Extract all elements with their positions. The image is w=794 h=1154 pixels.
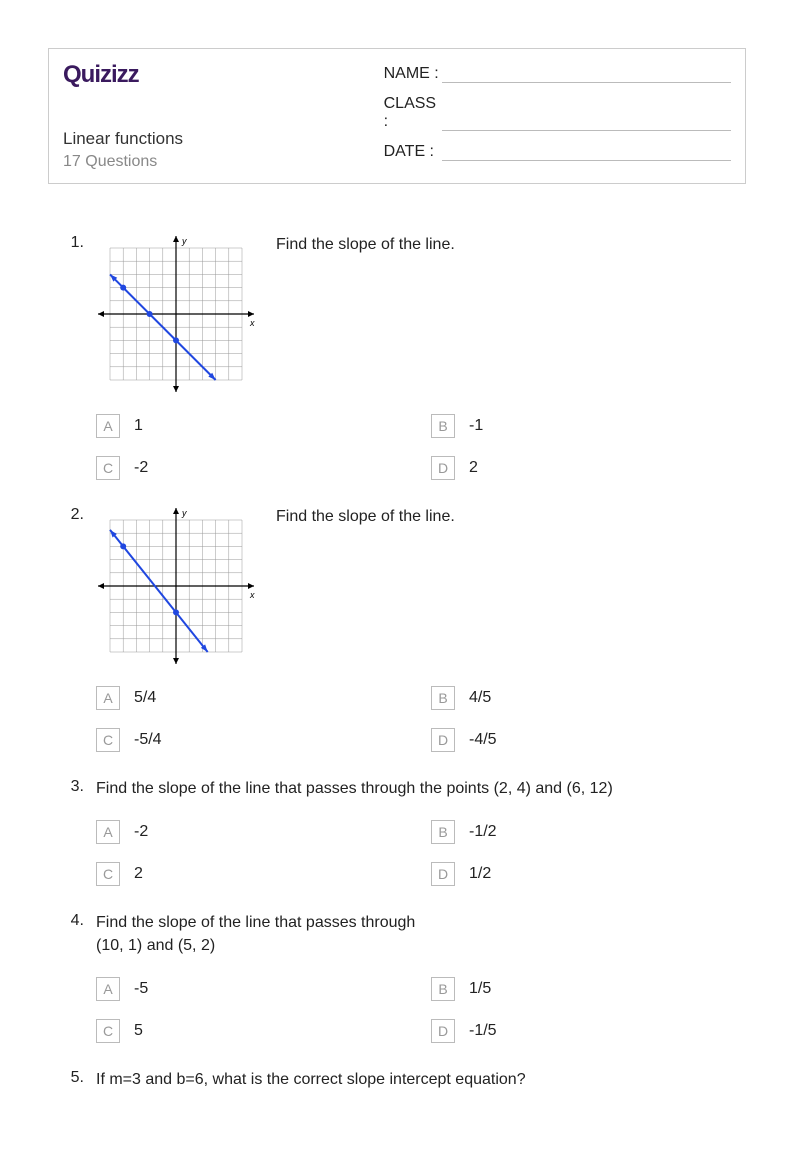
date-blank[interactable] <box>442 143 731 161</box>
option-text: -2 <box>134 823 148 841</box>
worksheet-header: Quizizz Linear functions 17 Questions NA… <box>48 48 746 184</box>
option-letter-box: B <box>431 820 455 844</box>
option-letter-box: C <box>96 728 120 752</box>
question-number: 5. <box>48 1069 96 1091</box>
option-text: -1/5 <box>469 1022 497 1040</box>
answer-option[interactable]: B -1 <box>431 414 746 438</box>
option-letter-box: A <box>96 820 120 844</box>
answer-option[interactable]: D -4/5 <box>431 728 746 752</box>
question: 4.Find the slope of the line that passes… <box>48 912 746 957</box>
question-graph: xy <box>96 234 256 394</box>
question: 5.If m=3 and b=6, what is the correct sl… <box>48 1069 746 1091</box>
question-text: If m=3 and b=6, what is the correct slop… <box>96 1069 746 1091</box>
option-letter-box: A <box>96 977 120 1001</box>
header-left: Quizizz Linear functions 17 Questions <box>63 61 384 171</box>
answer-option[interactable]: D2 <box>431 456 746 480</box>
answer-option[interactable]: B 1/5 <box>431 977 746 1001</box>
option-text: 1 <box>134 417 143 435</box>
quizizz-logo: Quizizz <box>63 61 384 89</box>
option-text: 5/4 <box>134 689 156 707</box>
answer-option[interactable]: A -5 <box>96 977 411 1001</box>
question-text: Find the slope of the line. <box>276 234 455 394</box>
answer-option[interactable]: C5 <box>96 1019 411 1043</box>
option-text: -5 <box>134 980 148 998</box>
question-number: 1. <box>48 234 96 394</box>
quiz-subtitle: 17 Questions <box>63 153 384 171</box>
svg-text:y: y <box>181 236 187 246</box>
question: 2.xyFind the slope of the line. <box>48 506 746 666</box>
option-text: 2 <box>134 865 143 883</box>
questions-container: 1.xyFind the slope of the line.A1B-1C-2D… <box>48 234 746 1092</box>
answer-option[interactable]: D 1/2 <box>431 862 746 886</box>
question-text: Find the slope of the line that passes t… <box>96 912 746 957</box>
svg-text:x: x <box>249 318 255 328</box>
answer-option[interactable]: A 5/4 <box>96 686 411 710</box>
option-text: 1/5 <box>469 980 491 998</box>
option-text: 1/2 <box>469 865 491 883</box>
option-letter-box: A <box>96 414 120 438</box>
answer-option[interactable]: B 4/5 <box>431 686 746 710</box>
quiz-title: Linear functions <box>63 129 384 149</box>
date-label: DATE : <box>384 143 442 161</box>
question-number: 4. <box>48 912 96 957</box>
option-text: -4/5 <box>469 731 497 749</box>
option-letter-box: B <box>431 686 455 710</box>
answer-option[interactable]: C -2 <box>96 456 411 480</box>
class-blank[interactable] <box>442 113 731 131</box>
name-blank[interactable] <box>442 65 731 83</box>
option-letter-box: A <box>96 686 120 710</box>
options-grid: A1 B -1 C -2 D2 <box>96 414 746 480</box>
option-letter-box: C <box>96 862 120 886</box>
option-letter-box: D <box>431 1019 455 1043</box>
question-number: 3. <box>48 778 96 800</box>
option-letter-box: B <box>431 977 455 1001</box>
option-text: 2 <box>469 459 478 477</box>
option-letter-box: D <box>431 728 455 752</box>
svg-text:y: y <box>181 508 187 518</box>
option-letter-box: B <box>431 414 455 438</box>
svg-text:x: x <box>249 590 255 600</box>
option-text: -5/4 <box>134 731 162 749</box>
option-text: 4/5 <box>469 689 491 707</box>
question: 1.xyFind the slope of the line. <box>48 234 746 394</box>
name-label: NAME : <box>384 65 442 83</box>
option-letter-box: D <box>431 862 455 886</box>
option-text: -2 <box>134 459 148 477</box>
question-text: Find the slope of the line that passes t… <box>96 778 746 800</box>
option-letter-box: C <box>96 456 120 480</box>
answer-option[interactable]: A1 <box>96 414 411 438</box>
option-text: -1 <box>469 417 483 435</box>
answer-option[interactable]: B -1/2 <box>431 820 746 844</box>
option-letter-box: C <box>96 1019 120 1043</box>
question-graph: xy <box>96 506 256 666</box>
answer-option[interactable]: A -2 <box>96 820 411 844</box>
question-number: 2. <box>48 506 96 666</box>
options-grid: A -2 B -1/2 C2 D 1/2 <box>96 820 746 886</box>
answer-option[interactable]: D -1/5 <box>431 1019 746 1043</box>
answer-option[interactable]: C2 <box>96 862 411 886</box>
option-letter-box: D <box>431 456 455 480</box>
question-text: Find the slope of the line. <box>276 506 455 666</box>
options-grid: A 5/4 B 4/5 C -5/4 D -4/5 <box>96 686 746 752</box>
option-text: 5 <box>134 1022 143 1040</box>
class-label: CLASS : <box>384 95 442 131</box>
option-text: -1/2 <box>469 823 497 841</box>
answer-option[interactable]: C -5/4 <box>96 728 411 752</box>
options-grid: A -5 B 1/5 C5 D -1/5 <box>96 977 746 1043</box>
question: 3.Find the slope of the line that passes… <box>48 778 746 800</box>
header-right: NAME : CLASS : DATE : <box>384 61 731 171</box>
